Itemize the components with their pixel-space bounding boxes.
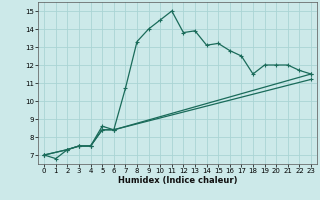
X-axis label: Humidex (Indice chaleur): Humidex (Indice chaleur)	[118, 176, 237, 185]
